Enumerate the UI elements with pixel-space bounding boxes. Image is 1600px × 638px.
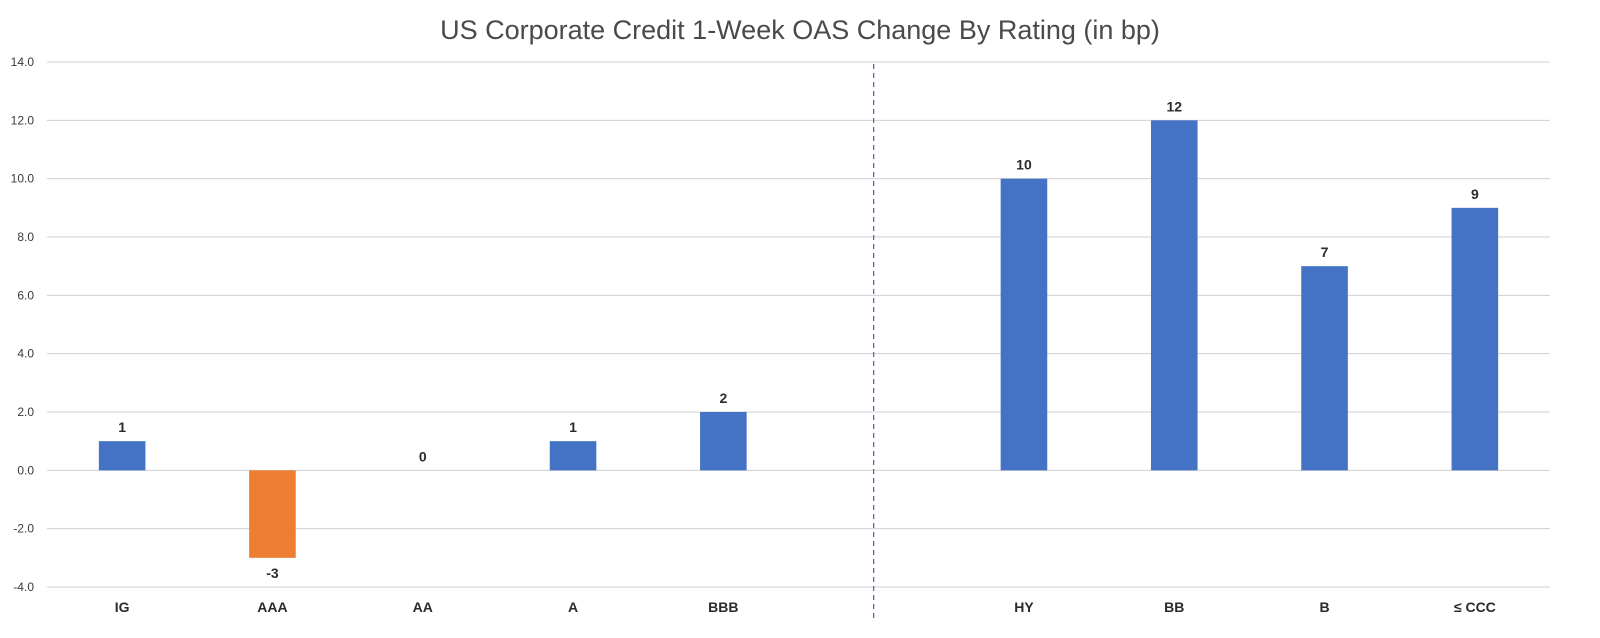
bar [1000,178,1048,471]
bar [1451,207,1499,471]
data-label: 1 [118,419,126,435]
gridlines [47,61,1550,588]
y-tick-label: 2.0 [17,405,34,419]
y-tick-label: 4.0 [17,347,34,361]
x-tick-label: B [1319,599,1329,615]
y-tick-label: -4.0 [13,580,34,594]
x-tick-label: A [568,599,578,615]
y-tick-label: 8.0 [17,230,34,244]
x-tick-label: ≤ CCC [1454,599,1496,615]
y-tick-label: -2.0 [13,522,34,536]
data-label: 7 [1321,244,1329,260]
y-tick-label: 10.0 [11,172,35,186]
data-label: 10 [1016,157,1032,173]
y-tick-label: 14.0 [11,55,35,69]
x-tick-label: BBB [708,599,738,615]
bar [1301,266,1348,471]
data-label: 0 [419,448,427,464]
y-tick-label: 6.0 [17,288,34,302]
bar [98,441,146,471]
x-axis-ticks: IG AAA AA A BBB HY BB B ≤ CCC [115,599,1496,615]
y-axis-ticks: -4.0 -2.0 0.0 2.0 4.0 6.0 8.0 10.0 12.0 14.0 [11,55,35,594]
data-label: 2 [719,390,727,406]
x-tick-label: IG [115,599,130,615]
y-tick-label: 12.0 [11,113,35,127]
y-tick-label: 0.0 [17,463,34,477]
data-label: -3 [266,565,279,581]
x-tick-label: AAA [257,599,287,615]
chart-title: US Corporate Credit 1-Week OAS Change By… [440,15,1160,45]
bar [549,441,597,471]
data-label: 9 [1471,186,1479,202]
data-label: 1 [569,419,577,435]
bar [249,470,296,558]
bar [700,412,747,471]
x-tick-label: AA [413,599,433,615]
bar [1150,120,1198,471]
data-label: 12 [1166,98,1182,114]
x-tick-label: HY [1014,599,1034,615]
bars [98,120,1499,558]
x-tick-label: BB [1164,599,1184,615]
